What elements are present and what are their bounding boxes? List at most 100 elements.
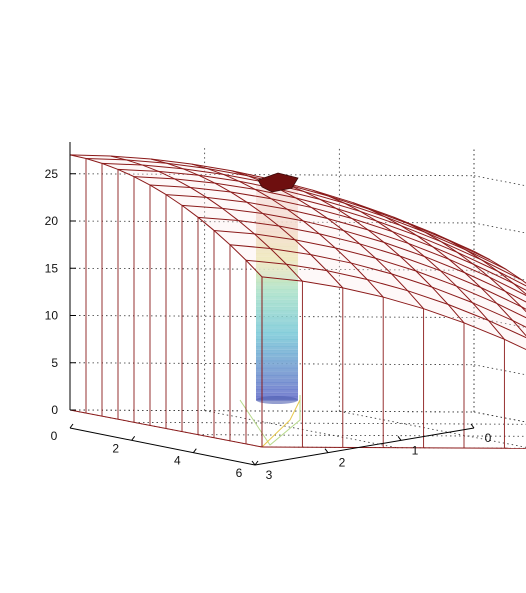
- cylinder-band-9: [256, 364, 298, 369]
- mesh-line-y7-6: [448, 258, 466, 274]
- mesh-line-y8-3: [440, 241, 458, 253]
- y-grid-floor-2: [339, 410, 526, 448]
- mesh-line-x6-0: [165, 194, 207, 198]
- mesh-line-y9-5: [513, 283, 526, 295]
- mesh-line-x11-2: [326, 270, 368, 280]
- mesh-line-x9-1: [254, 233, 295, 241]
- cylinder-band-34: [256, 274, 298, 279]
- mesh-line-x11-0: [245, 259, 287, 265]
- mesh-line-y4-0: [231, 170, 248, 177]
- mesh-line-y6-1: [328, 195, 345, 204]
- mesh-line-y7-2: [384, 216, 402, 226]
- z-tick-label-1: 5: [51, 356, 58, 370]
- mesh-line-x2-6: [344, 202, 385, 218]
- mesh-line-y0-4: [133, 176, 151, 186]
- y-tick-mark-2: [324, 448, 329, 453]
- mesh-line-y3-5: [270, 198, 288, 210]
- cylinder-band-31: [256, 285, 298, 290]
- mesh-line-y5-6: [367, 229, 385, 243]
- mesh-line-x12-3: [383, 296, 424, 310]
- z-grid-right-1: [473, 364, 526, 376]
- mesh-line-y9-3: [481, 259, 498, 272]
- mesh-line-y5-4: [335, 207, 353, 219]
- mesh-line-y6-6: [408, 243, 425, 257]
- x-tick-mark-2: [192, 448, 197, 453]
- mesh-line-x8-3: [319, 233, 360, 245]
- mesh-line-x4-7: [416, 235, 458, 253]
- mesh-line-y8-2: [424, 231, 442, 243]
- cylinder-band-49: [256, 220, 298, 226]
- mesh-line-y2-6: [246, 201, 264, 214]
- mesh-line-y10-1: [489, 259, 507, 270]
- mesh-line-y4-7: [343, 230, 360, 245]
- mesh-line-y5-3: [319, 198, 337, 209]
- x-grid-floor-2: [197, 434, 526, 437]
- mesh-line-y1-11: [286, 263, 303, 282]
- cylinder-band-54: [256, 202, 298, 208]
- mesh-line-x9-6: [456, 285, 497, 304]
- mesh-line-x2-0: [101, 162, 143, 166]
- cylinder-band-29: [256, 292, 298, 297]
- mesh-line-x4-0: [133, 176, 175, 180]
- mesh-line-y7-9: [496, 303, 514, 321]
- mesh-line-x10-4: [391, 273, 433, 288]
- mesh-line-x5-4: [311, 207, 353, 219]
- mesh-line-x8-7: [480, 287, 522, 308]
- mesh-line-x11-1: [286, 263, 327, 272]
- cylinder-band-20: [256, 324, 298, 329]
- mesh-line-y1-3: [158, 170, 175, 180]
- mesh-line-x3-7: [400, 225, 442, 243]
- mesh-line-x0-1: [110, 155, 151, 160]
- mesh-line-y1-9: [254, 233, 271, 249]
- mesh-line-y7-4: [416, 235, 434, 248]
- mesh-line-y6-5: [392, 231, 409, 244]
- mesh-line-y7-10: [512, 320, 526, 337]
- mesh-line-y6-3: [360, 211, 377, 222]
- cylinder-band-35: [256, 271, 298, 276]
- mesh-line-x5-7: [432, 246, 474, 265]
- cylinder-band-13: [256, 349, 298, 355]
- z-grid-right-4: [473, 222, 526, 234]
- mesh-line-x1-6: [328, 195, 369, 210]
- mesh-line-y3-2: [223, 173, 240, 182]
- x-grid-floor-1: [133, 421, 526, 425]
- mesh-line-y3-6: [286, 208, 304, 222]
- mesh-line-y10-3: [521, 279, 526, 284]
- mesh-line-y3-9: [334, 247, 352, 264]
- x-tick-mark-0: [69, 423, 74, 429]
- mesh-line-y1-0: [110, 155, 127, 161]
- mesh-line-y8-8: [520, 306, 526, 313]
- mesh-line-x10-7: [512, 320, 526, 328]
- mesh-line-x12-2: [342, 287, 384, 298]
- mesh-line-y5-8: [399, 255, 417, 272]
- mesh-line-x2-3: [223, 173, 264, 183]
- mesh-line-x12-4: [423, 308, 465, 324]
- mesh-line-y7-3: [400, 225, 418, 237]
- mesh-line-y3-10: [350, 262, 368, 280]
- mesh-line-x2-7: [384, 216, 426, 233]
- mesh-line-y2-10: [310, 254, 328, 272]
- mesh-line-x7-5: [383, 241, 425, 257]
- mesh-line-x8-4: [359, 243, 401, 257]
- mesh-line-y8-4: [456, 251, 474, 265]
- mesh-line-x1-5: [287, 184, 329, 197]
- mesh-line-y5-10: [431, 286, 449, 305]
- mesh-line-x4-1: [174, 178, 215, 184]
- mesh-line-y2-9: [294, 239, 312, 255]
- mesh-line-x12-0: [261, 276, 303, 282]
- mesh-line-x8-5: [399, 255, 441, 272]
- mesh-line-y0-11: [245, 259, 263, 278]
- base-front-edge: [69, 409, 263, 448]
- x-tick-label-0: 0: [51, 429, 58, 443]
- mesh-line-y6-4: [376, 220, 393, 233]
- mesh-line-y0-1: [85, 158, 103, 164]
- mesh-line-y2-2: [182, 168, 199, 176]
- cylinder-band-28: [256, 296, 298, 301]
- mesh-line-y2-5: [230, 191, 248, 203]
- mesh-line-x8-6: [440, 270, 481, 288]
- cylinder-band-32: [256, 281, 298, 286]
- x-axis-line: [69, 427, 256, 466]
- mesh-line-y4-9: [375, 257, 392, 275]
- mesh-line-y5-2: [303, 191, 321, 200]
